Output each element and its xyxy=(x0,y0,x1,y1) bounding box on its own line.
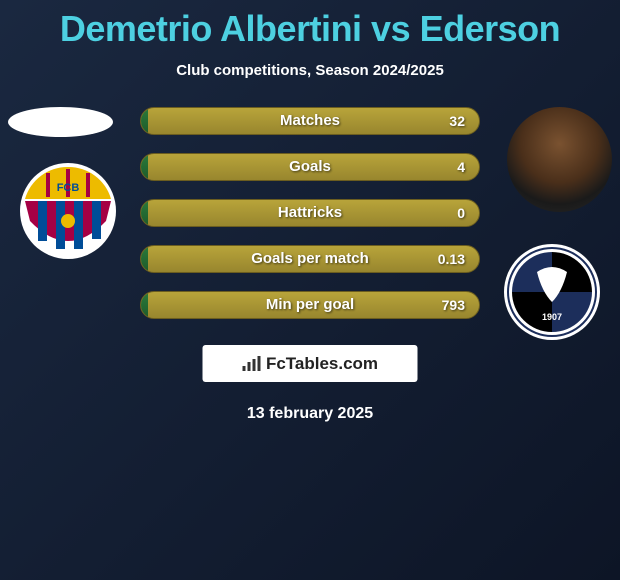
comparison-panel: FCB 1907 Matches 32 xyxy=(0,107,620,447)
stat-row-hattricks: Hattricks 0 xyxy=(140,199,480,227)
brand-label: FcTables.com xyxy=(266,354,378,374)
stat-value-right: 32 xyxy=(449,108,465,134)
stat-label: Matches xyxy=(141,108,479,134)
stat-value-right: 793 xyxy=(442,292,465,318)
page-subtitle: Club competitions, Season 2024/2025 xyxy=(0,62,620,79)
stat-row-min-per-goal: Min per goal 793 xyxy=(140,291,480,319)
club-badge-right: 1907 xyxy=(502,242,602,342)
stat-row-goals: Goals 4 xyxy=(140,153,480,181)
date-text: 13 february 2025 xyxy=(0,405,620,423)
player-right-avatar xyxy=(507,107,612,212)
stat-bars-container: Matches 32 Goals 4 Hattricks 0 Goals per… xyxy=(140,107,480,337)
player-left-avatar xyxy=(8,107,113,137)
stat-value-right: 0 xyxy=(457,200,465,226)
avatar-placeholder-icon xyxy=(8,107,113,137)
avatar-photo-icon xyxy=(507,107,612,212)
stat-row-goals-per-match: Goals per match 0.13 xyxy=(140,245,480,273)
stat-label: Goals per match xyxy=(141,246,479,272)
stat-value-right: 0.13 xyxy=(438,246,465,272)
stat-label: Min per goal xyxy=(141,292,479,318)
stat-label: Goals xyxy=(141,154,479,180)
svg-text:FCB: FCB xyxy=(57,182,80,194)
svg-text:1907: 1907 xyxy=(542,312,562,322)
page-title: Demetrio Albertini vs Ederson xyxy=(0,8,620,50)
fcb-badge-icon: FCB xyxy=(18,161,118,261)
stat-value-right: 4 xyxy=(457,154,465,180)
club-badge-left: FCB xyxy=(18,161,118,261)
atalanta-badge-icon: 1907 xyxy=(502,242,602,342)
stat-row-matches: Matches 32 xyxy=(140,107,480,135)
stat-label: Hattricks xyxy=(141,200,479,226)
chart-icon xyxy=(242,356,262,372)
brand-box[interactable]: FcTables.com xyxy=(203,345,418,382)
